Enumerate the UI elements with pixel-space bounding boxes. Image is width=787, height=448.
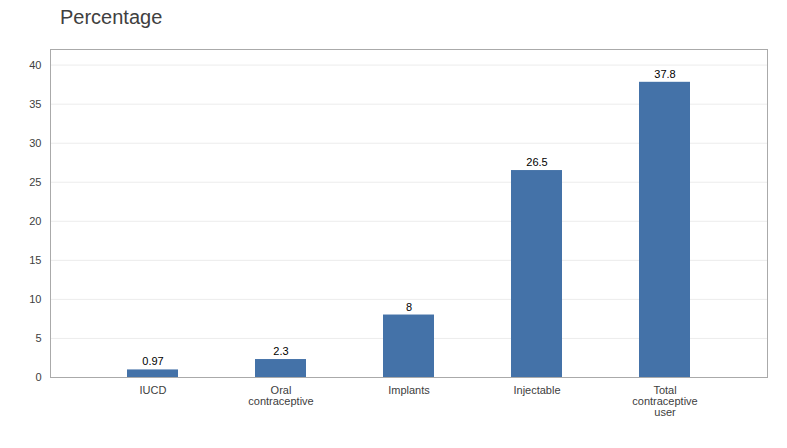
svg-text:8: 8 [406, 301, 412, 313]
svg-text:15: 15 [29, 254, 41, 266]
svg-text:0.97: 0.97 [142, 355, 163, 367]
svg-text:40: 40 [29, 59, 41, 71]
svg-text:IUCD: IUCD [140, 384, 167, 396]
svg-text:26.5: 26.5 [526, 156, 547, 168]
svg-text:Totalcontraceptiveuser: Totalcontraceptiveuser [632, 384, 697, 418]
html-text:Percentage: Percentage [60, 6, 163, 28]
svg-text:5: 5 [35, 332, 41, 344]
svg-text:Oralcontraceptive: Oralcontraceptive [248, 384, 313, 407]
svg-text:35: 35 [29, 98, 41, 110]
svg-text:0: 0 [35, 371, 41, 383]
svg-text:2.3: 2.3 [273, 345, 288, 357]
svg-text:37.8: 37.8 [654, 68, 675, 80]
svg-text:10: 10 [29, 293, 41, 305]
svg-text:Implants: Implants [388, 384, 430, 396]
svg-text:Injectable: Injectable [513, 384, 560, 396]
svg-text:30: 30 [29, 137, 41, 149]
svg-text:25: 25 [29, 176, 41, 188]
svg-text:20: 20 [29, 215, 41, 227]
